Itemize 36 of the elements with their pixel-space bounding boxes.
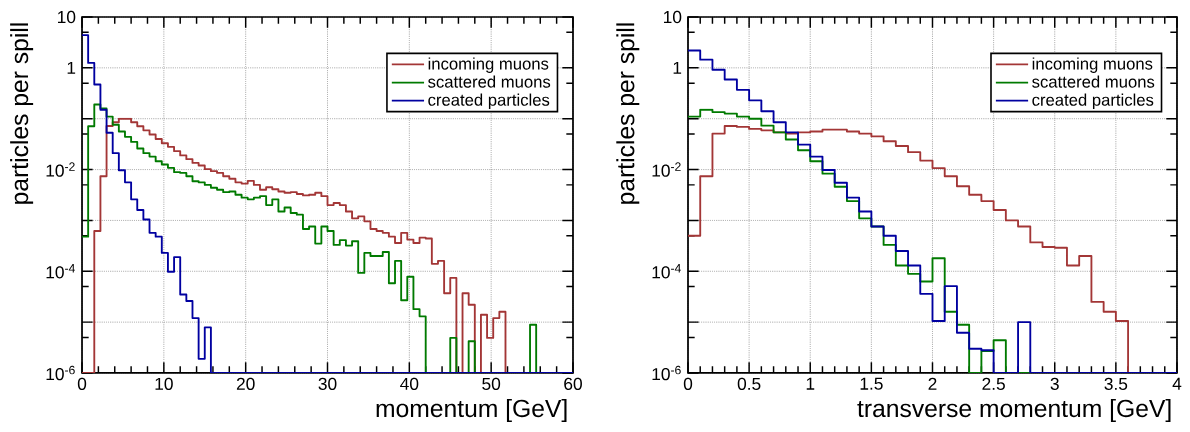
x-tick-label: 2.5 [982,377,1005,390]
y-tick-label: 10 [664,10,682,24]
x-tick-label: 1.5 [860,377,883,390]
y-tick-label: 10$^{-2}$ [652,162,681,177]
y-tick-label: 1 [67,61,76,74]
y-axis-title: particles per spill [616,23,640,204]
x-tick-label: 0 [77,377,87,390]
x-tick-label: 1 [806,377,815,390]
x-tick-label: 0.5 [737,377,761,390]
x-tick-label: 4 [1172,377,1182,390]
x-tick-label: 0 [683,377,693,390]
y-tick-label: 10$^{-6}$ [46,365,75,381]
y-tick-label: 10$^{-2}$ [46,162,75,177]
y-tick-label: 10$^{-4}$ [46,264,75,279]
x-axis-title: transverse momentum [GeV] [857,399,1171,423]
legend-label: incoming muons [1032,57,1153,73]
x-tick-label: 60 [564,377,582,390]
legend-label: scattered muons [1032,75,1155,88]
x-tick-label: 2 [928,377,937,390]
legend-label: incoming muons [428,57,549,73]
y-tick-label: 10 [58,10,76,24]
y-tick-label: 1 [673,61,682,74]
legend-label: created particles [1032,93,1154,110]
x-axis-title: momentum [GeV] [376,399,567,423]
x-tick-label: 3.5 [1104,377,1128,390]
x-tick-label: 40 [400,377,419,390]
x-tick-label: 10 [155,377,173,390]
x-tick-label: 50 [482,377,501,390]
y-axis-title: particles per spill [10,23,34,204]
legend-label: scattered muons [428,75,551,88]
y-tick-label: 10$^{-6}$ [652,365,681,381]
x-tick-label: 20 [236,377,255,390]
y-tick-label: 10$^{-4}$ [652,264,681,279]
legend-label: created particles [428,93,550,110]
x-tick-label: 30 [318,377,337,390]
x-tick-label: 3 [1050,377,1059,390]
